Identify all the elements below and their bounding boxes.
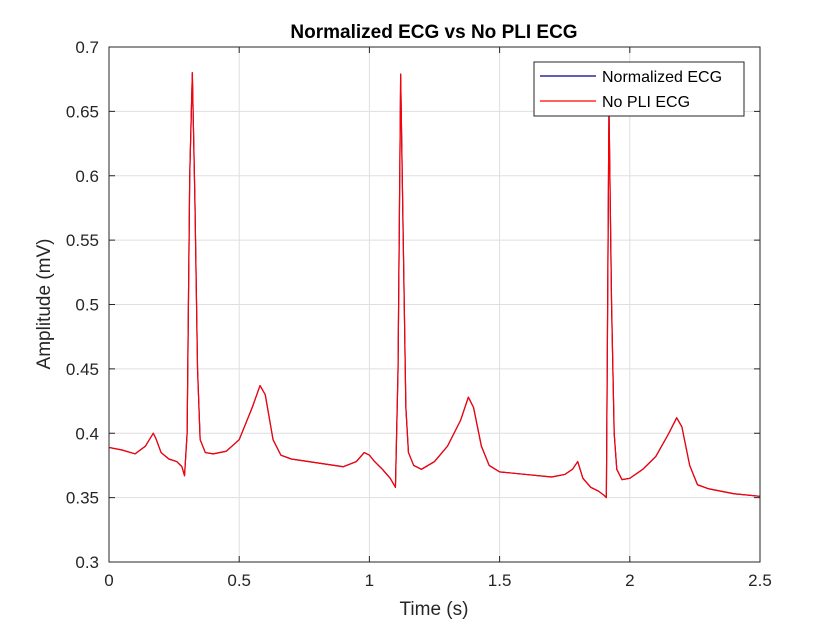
y-tick-label: 0.3	[75, 553, 99, 572]
y-tick-label: 0.65	[66, 102, 99, 121]
y-tick-label: 0.45	[66, 360, 99, 379]
legend-label-no-pli-ecg: No PLI ECG	[602, 94, 690, 111]
legend[interactable]: Normalized ECG No PLI ECG	[533, 61, 745, 117]
legend-box	[533, 61, 745, 117]
x-axis-title: Time (s)	[400, 599, 469, 620]
x-tick-label: 0	[104, 571, 113, 590]
x-axis-ticks: 0 0.5 1 1.5 2 2.5	[104, 47, 772, 590]
y-tick-label: 0.6	[75, 167, 99, 186]
series-layer	[108, 72, 761, 499]
y-axis-ticks: 0.3 0.35 0.4 0.45 0.5 0.55 0.6 0.65 0.7	[66, 38, 760, 572]
x-tick-label: 2	[625, 571, 634, 590]
legend-label-normalized-ecg: Normalized ECG	[602, 69, 722, 86]
x-tick-label: 1	[365, 571, 374, 590]
y-tick-label: 0.4	[75, 424, 99, 443]
y-tick-label: 0.5	[75, 296, 99, 315]
series-line-no-pli-ecg	[108, 72, 761, 499]
x-tick-label: 1.5	[488, 571, 512, 590]
y-tick-label: 0.35	[66, 489, 99, 508]
x-tick-label: 2.5	[748, 571, 772, 590]
x-tick-label: 0.5	[227, 571, 251, 590]
chart-title: Normalized ECG vs No PLI ECG	[290, 22, 577, 43]
y-axis-title: Amplitude (mV)	[34, 239, 55, 370]
y-tick-label: 0.55	[66, 231, 99, 250]
y-tick-label: 0.7	[75, 38, 99, 57]
